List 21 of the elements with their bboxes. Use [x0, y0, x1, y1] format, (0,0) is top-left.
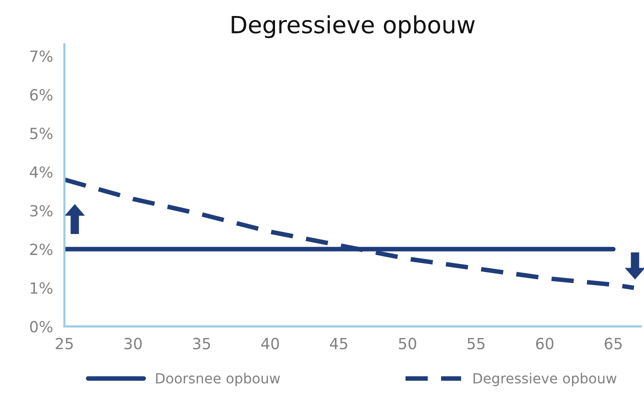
x-tick-label: 45	[330, 338, 348, 350]
y-tick-label: 0%	[30, 320, 52, 332]
x-tick-label: 50	[398, 338, 416, 350]
chart-title: Degressieve opbouw	[232, 15, 475, 38]
legend-label: Degressieve opbouw	[474, 372, 616, 386]
y-tick-label: 6%	[30, 89, 52, 101]
x-tick-label: 40	[261, 338, 279, 350]
x-tick-label: 55	[468, 338, 484, 350]
x-tick-label: 35	[193, 338, 210, 350]
y-tick-label: 4%	[30, 166, 52, 178]
y-tick-label: 1%	[30, 282, 52, 294]
x-tick-label: 25	[56, 338, 73, 350]
x-tick-label: 60	[536, 338, 554, 350]
legend-label: Doorsnee opbouw	[156, 372, 280, 386]
y-tick-label: 5%	[30, 128, 52, 140]
y-tick-label: 2%	[30, 244, 52, 256]
x-tick-label: 30	[124, 338, 142, 350]
line-series	[64, 177, 636, 290]
y-tick-label: 3%	[30, 204, 52, 217]
x-tick-label: 65	[604, 338, 622, 350]
y-tick-label: 7%	[30, 50, 52, 62]
